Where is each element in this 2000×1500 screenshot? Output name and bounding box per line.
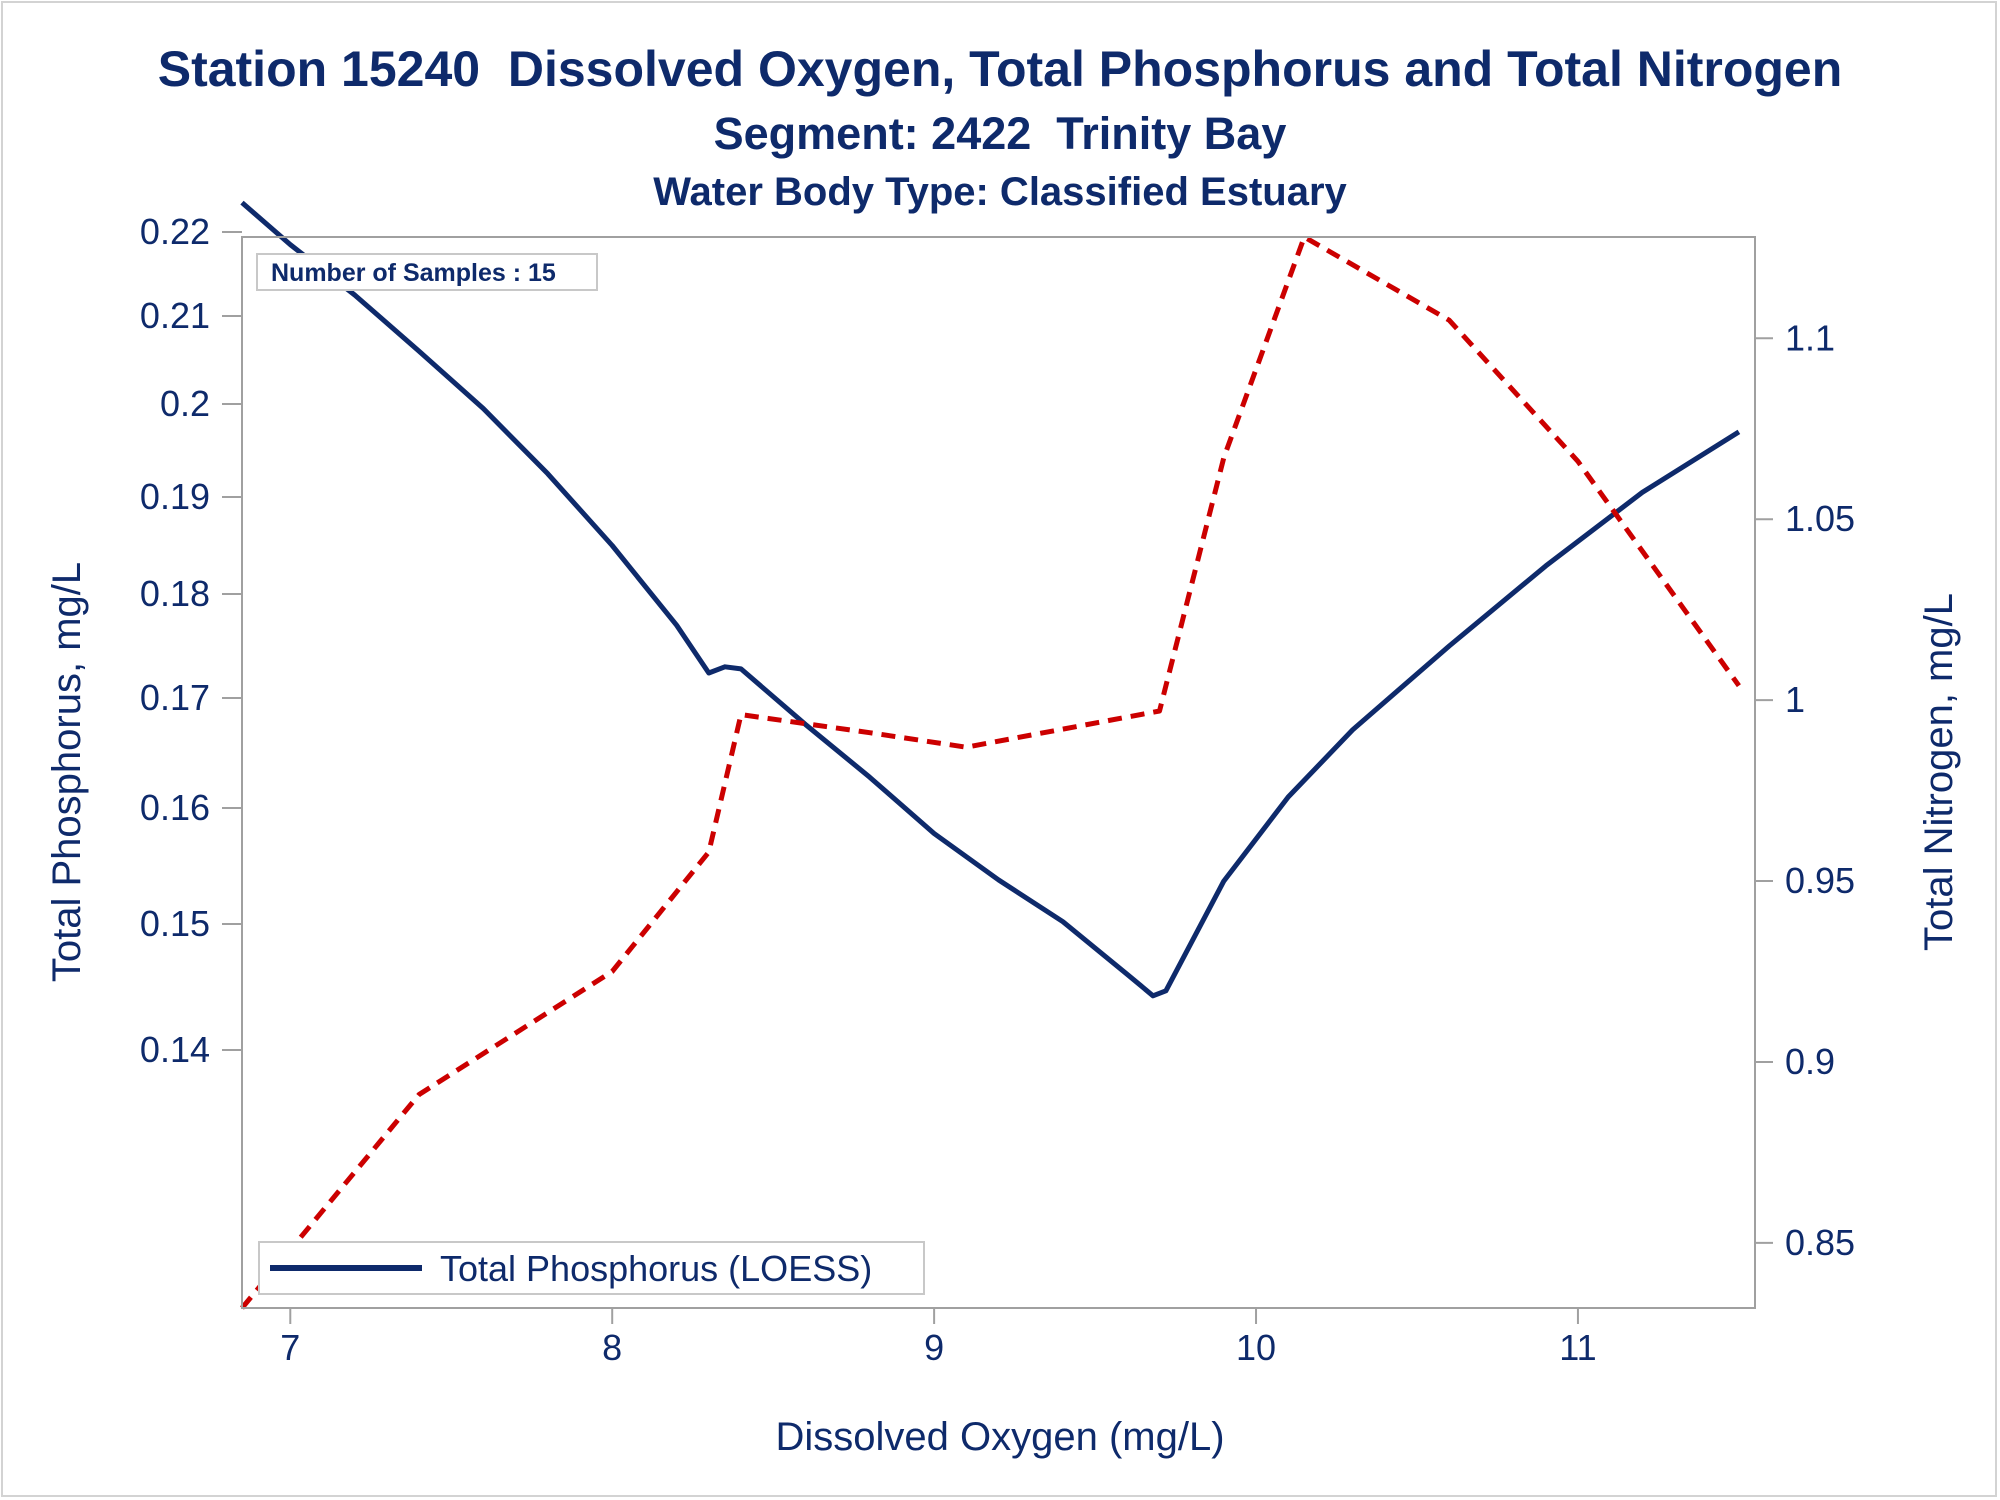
y-axis-left-title: Total Phosphorus, mg/L (45, 562, 89, 982)
x-tick-label: 11 (1559, 1327, 1596, 1368)
plot-area (241, 236, 1756, 1309)
x-tick-label: 8 (602, 1327, 622, 1368)
legend-frame (258, 1241, 925, 1295)
y-left-tick-label: 0.21 (140, 295, 210, 336)
y-right-tick-label: 1.1 (1785, 317, 1835, 358)
y-axis-right-title: Total Nitrogen, mg/L (1917, 593, 1961, 951)
y-left-tick-label: 0.22 (140, 211, 210, 252)
y-left-tick-label: 0.2 (160, 383, 210, 424)
axis-layer: 7 8 9 10 11 0.14 0.15 0.16 0.17 0.18 0.19 0.2 0.21 0.… (140, 211, 1855, 1368)
legend-label-phosphorus: Total Phosphorus (LOESS) (440, 1248, 872, 1289)
x-axis-title: Dissolved Oxygen (mg/L) (775, 1415, 1224, 1459)
y-right-tick-label: 0.95 (1785, 860, 1855, 901)
chart-title: Station 15240 Dissolved Oxygen, Total Ph… (157, 41, 1843, 97)
y-left-tick-label: 0.14 (140, 1029, 210, 1070)
y-right-tick-label: 0.85 (1785, 1222, 1855, 1263)
y-left-tick-label: 0.18 (140, 573, 210, 614)
y-left-tick-label: 0.16 (140, 787, 210, 828)
sample-count-box: Number of Samples : 15 (256, 253, 598, 291)
sample-count-frame (256, 253, 598, 291)
y-left-tick-label: 0.15 (140, 903, 210, 944)
y-left-tick-label: 0.17 (140, 677, 210, 718)
chart-subtitle-waterbody: Water Body Type: Classified Estuary (653, 170, 1347, 214)
total-phosphorus-line (240, 200, 1741, 999)
x-tick-label: 10 (1236, 1327, 1276, 1368)
y-right-tick-label: 1 (1785, 679, 1805, 720)
series-layer (240, 200, 1741, 1310)
legend: Total Phosphorus (LOESS) (258, 1241, 925, 1295)
y-right-tick-label: 1.05 (1785, 498, 1855, 539)
y-left-tick-label: 0.19 (140, 476, 210, 517)
x-tick-label: 7 (280, 1327, 300, 1368)
total-nitrogen-line (240, 234, 1741, 1310)
y-right-tick-label: 0.9 (1785, 1041, 1835, 1082)
sample-count-label: Number of Samples : 15 (271, 259, 556, 287)
chart-subtitle-segment: Segment: 2422 Trinity Bay (713, 108, 1287, 159)
x-tick-label: 9 (924, 1327, 944, 1368)
